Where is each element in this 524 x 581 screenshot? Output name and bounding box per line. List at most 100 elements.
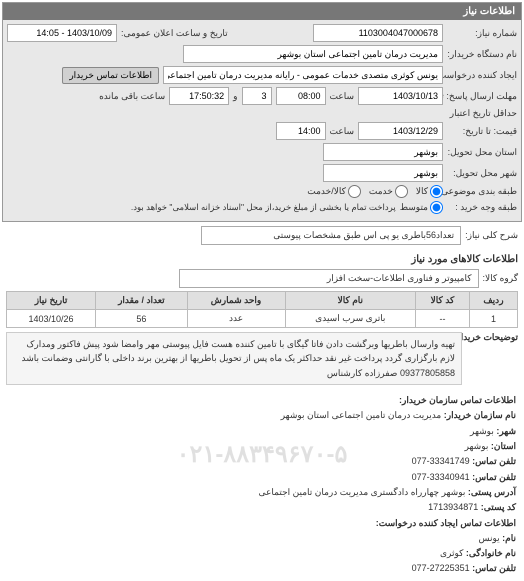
city-value: بوشهر [465,441,489,451]
need-info-panel: اطلاعات نیاز شماره نیاز: تاریخ و ساعت اع… [2,2,522,222]
td-0-2: باتری سرب اسیدی [285,310,416,328]
refund-note: پرداخت تمام یا بخشی از مبلغ خرید،از محل … [131,202,396,213]
pack-opt-2[interactable]: کالا/خدمت [307,185,361,198]
contact-block: اطلاعات تماس سازمان خریدار: نام سازمان خ… [0,389,524,581]
announce-input[interactable] [7,24,117,42]
family-label: نام خانوادگی: [466,548,516,558]
name-value: یونس [479,533,500,543]
valid-time-input[interactable] [276,122,326,140]
row-buyer-device: نام دستگاه خریدار: [7,45,517,63]
creator-phone-value: 27225351-077 [412,563,470,573]
deadline-date-input[interactable] [358,87,443,105]
days-remaining-input[interactable] [242,87,272,105]
province-value: بوشهر [470,426,494,436]
req-number-label: شماره نیاز: [447,28,517,39]
deadline-reply-label: مهلت ارسال پاسخ: تا [447,91,517,102]
org-value: مدیریت درمان تامین اجتماعی استان بوشهر [281,410,442,420]
row-valid2: قیمت: تا تاریخ: ساعت [7,122,517,140]
requester-input[interactable] [163,66,443,84]
buyer-note-row: توضیحات خریدار: تهیه وارسال باطریها وبرگ… [0,328,524,389]
dash-label: و [233,91,237,102]
hour-label-1: ساعت [330,91,355,102]
requester-label: ایجاد کننده درخواست: [447,70,517,81]
td-0-4: 56 [96,310,187,328]
buyer-note-label: توضیحات خریدار: [468,332,518,343]
td-0-3: عدد [187,310,285,328]
pack-label: طبقه بندی موضوعی: [447,186,517,197]
pack-radio-group: کالا خدمت کالا/خدمت [307,185,443,198]
hour-label-2: ساعت [330,126,355,137]
buyer-note-text: تهیه وارسال باطریها وبرگشت دادن فاتا گیگ… [6,332,462,385]
phone-label: تلفن تماس: [472,456,516,466]
goods-section-title: اطلاعات کالاهای مورد نیاز [0,250,524,269]
buyer-device-input[interactable] [183,45,443,63]
goods-group-label: گروه کالا: [483,273,518,284]
row-valid: حداقل تاریخ اعتبار [7,108,517,119]
valid-start-label: حداقل تاریخ اعتبار [447,108,517,119]
td-0-5: 1403/10/26 [7,310,96,328]
goods-group-value: کامپیوتر و فناوری اطلاعات-سخت افزار [179,269,479,288]
need-summary-value: تعداد56باطری یو پی اس طبق مشخصات پیوستی [201,226,461,245]
pack-opt-1-label: خدمت [369,186,393,197]
goods-table-header-row: ردیف کد کالا نام کالا واحد شمارش تعداد /… [7,292,518,310]
pack-opt-0-label: کالا [416,186,428,197]
deliver-province-label: استان محل تحویل: [447,147,517,158]
row-req-number: شماره نیاز: تاریخ و ساعت اعلان عمومی: [7,24,517,42]
deliver-city-input[interactable] [323,164,443,182]
deliver-city-label: شهر محل تحویل: [447,168,517,179]
refund-opt-0-label: متوسط [400,202,428,213]
th-0: ردیف [469,292,517,310]
th-1: کد کالا [416,292,470,310]
row-refund: طبقه وجه خرید : متوسط پرداخت تمام یا بخش… [7,201,517,214]
need-info-header: اطلاعات نیاز [3,3,521,20]
refund-radio-0[interactable] [430,201,443,214]
remaining-label: ساعت باقی مانده [99,91,165,102]
table-row: 1 -- باتری سرب اسیدی عدد 56 1403/10/26 [7,310,518,328]
pack-opt-1[interactable]: خدمت [369,185,408,198]
addr-value: بوشهر چهارراه دادگستری مدیریت درمان تامی… [259,487,466,497]
th-4: تعداد / مقدار [96,292,187,310]
row-deadline: مهلت ارسال پاسخ: تا ساعت و ساعت باقی مان… [7,87,517,105]
deliver-province-input[interactable] [323,143,443,161]
refund-radio-group: متوسط [400,201,443,214]
name-label: نام: [502,533,516,543]
pack-radio-2[interactable] [348,185,361,198]
contact-header: اطلاعات تماس سازمان خریدار: [399,395,516,405]
phone-value: 33341749-077 [412,456,470,466]
th-5: تاریخ نیاز [7,292,96,310]
contact-buyer-button[interactable]: اطلاعات تماس خریدار [62,67,159,84]
row-deliver-province: استان محل تحویل: [7,143,517,161]
org-label: نام سازمان خریدار: [444,410,516,420]
pack-opt-0[interactable]: کالا [416,185,443,198]
row-requester: ایجاد کننده درخواست: اطلاعات تماس خریدار [7,66,517,84]
req-creator-header: اطلاعات تماس ایجاد کننده درخواست: [376,518,516,528]
td-0-1: -- [416,310,470,328]
addr-label: آدرس پستی: [468,487,516,497]
refund-label: طبقه وجه خرید : [447,202,517,213]
creator-phone-label: تلفن تماس: [472,563,516,573]
valid-start-label2: قیمت: تا تاریخ: [447,126,517,137]
th-2: نام کالا [285,292,416,310]
row-pack: طبقه بندی موضوعی: کالا خدمت کالا/خدمت [7,185,517,198]
announce-label: تاریخ و ساعت اعلان عمومی: [121,28,228,39]
refund-opt-0[interactable]: متوسط [400,201,443,214]
post-value: 1713934871 [428,502,478,512]
valid-date-input[interactable] [358,122,443,140]
fax-label: تلفن تماس: [472,472,516,482]
th-3: واحد شمارش [187,292,285,310]
province-label: شهر: [496,426,516,436]
deadline-time-input[interactable] [276,87,326,105]
goods-table: ردیف کد کالا نام کالا واحد شمارش تعداد /… [6,291,518,328]
time-remaining-input[interactable] [169,87,229,105]
pack-radio-1[interactable] [395,185,408,198]
td-0-0: 1 [469,310,517,328]
fax-value: 33340941-077 [412,472,470,482]
need-summary-row: شرح کلی نیاز: تعداد56باطری یو پی اس طبق … [0,224,524,247]
pack-radio-0[interactable] [430,185,443,198]
need-summary-label: شرح کلی نیاز: [465,230,518,241]
buyer-device-label: نام دستگاه خریدار: [447,49,517,60]
post-label: کد پستی: [481,502,516,512]
goods-group-row: گروه کالا: کامپیوتر و فناوری اطلاعات-سخت… [6,269,518,288]
city-label: استان: [491,441,516,451]
req-number-input[interactable] [313,24,443,42]
